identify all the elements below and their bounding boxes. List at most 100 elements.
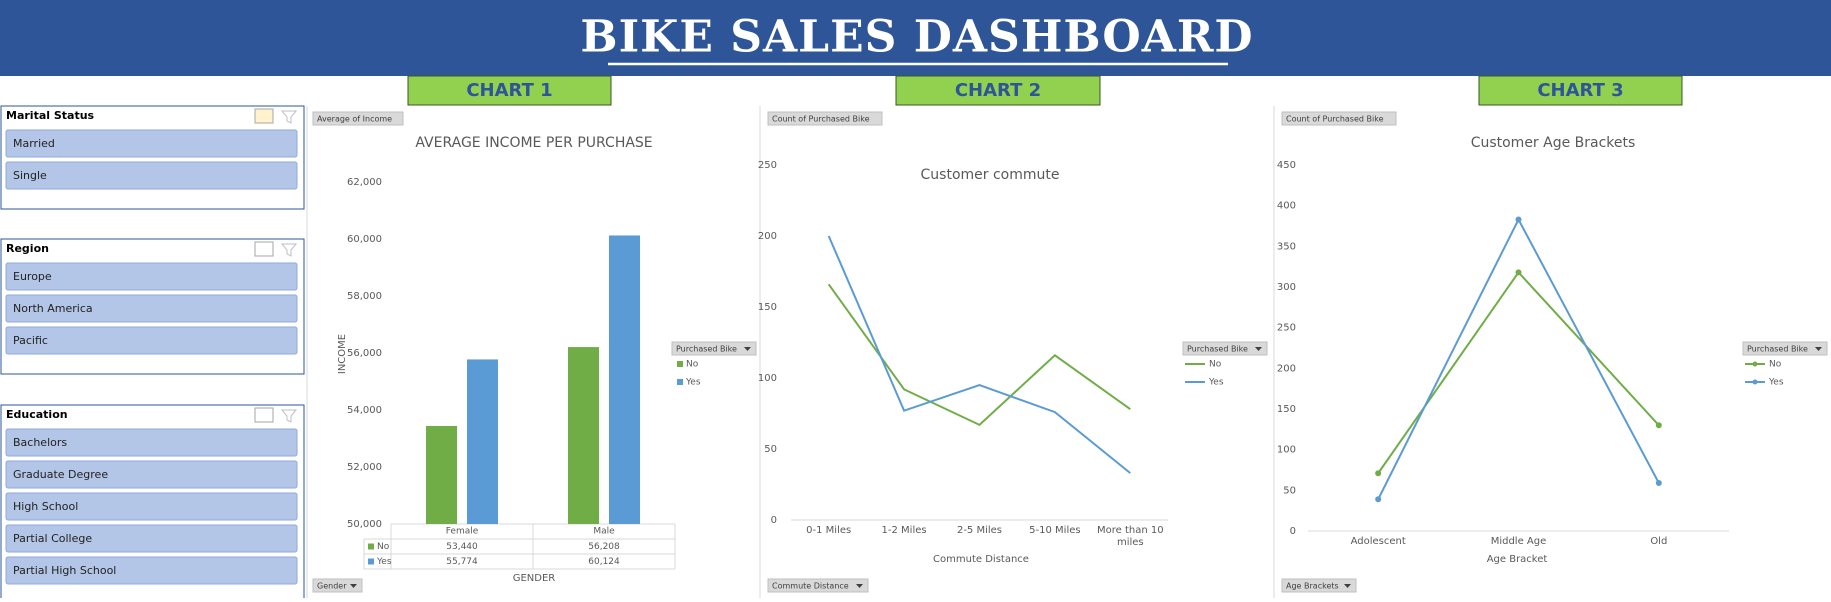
slicer-item[interactable] (5, 460, 298, 489)
y-tick-label: 250 (1277, 323, 1296, 334)
x-tick-label: 0-1 Miles (806, 525, 852, 536)
x-tick-label-box: 0-1 Miles (806, 525, 852, 536)
y-tick-label: 350 (1277, 241, 1296, 252)
legend-label: Yes (685, 378, 701, 388)
legend-title: Purchased Bike (1187, 345, 1248, 354)
field-button[interactable] (1281, 578, 1357, 593)
x-axis-label: Commute Distance (933, 554, 1029, 565)
legend-button[interactable] (1182, 341, 1268, 356)
y-tick-label: 150 (1277, 404, 1296, 415)
slicer-item[interactable] (5, 262, 298, 291)
slicer-item[interactable] (5, 492, 298, 521)
legend-button[interactable] (671, 341, 757, 356)
line (1377, 217, 1660, 500)
x-tick-label: Male (593, 527, 615, 537)
dropdown-arrow (1255, 347, 1262, 351)
y-tick-label: 150 (758, 302, 777, 313)
field-button[interactable] (767, 578, 869, 593)
multi-select-icon[interactable] (254, 108, 274, 124)
slicer-item-label: North America (13, 302, 93, 315)
y-tick-label: 0 (1290, 526, 1296, 537)
y-tick-label: 100 (1277, 445, 1296, 456)
marker (1515, 216, 1522, 223)
y-tick-label: 50,000 (347, 519, 382, 530)
x-tick-label-box: 2-5 Miles (957, 525, 1002, 536)
slicer-item[interactable] (5, 326, 298, 355)
dropdown-arrow (744, 347, 751, 351)
legend-button[interactable] (1742, 341, 1828, 356)
slicer-item-label: Europe (13, 270, 52, 283)
clear-filter-icon[interactable] (280, 409, 298, 423)
y-tick-label: 200 (1277, 363, 1296, 374)
slicer-item-label: Single (13, 169, 47, 182)
slicer-title: Marital Status (6, 109, 95, 122)
legend-title: Purchased Bike (1747, 345, 1808, 354)
x-tick-label: 5-10 Miles (1029, 525, 1081, 536)
legend-label: No (1209, 360, 1222, 370)
y-tick-label: 200 (758, 231, 777, 242)
slicer-item[interactable] (5, 428, 298, 457)
field-button[interactable] (312, 578, 363, 593)
table-row-label: Yes (376, 557, 392, 567)
multi-select-icon[interactable] (254, 407, 274, 423)
x-tick-label-box: Adolescent (1351, 536, 1406, 547)
y-tick-label: 0 (771, 515, 777, 526)
x-tick-label-box: 1-2 Miles (881, 525, 927, 536)
table-value: 56,208 (588, 542, 620, 552)
clear-filter-icon[interactable] (280, 110, 298, 124)
dropdown-arrow (350, 584, 357, 588)
y-tick-label: 250 (758, 160, 777, 171)
y-tick-label: 62,000 (347, 177, 382, 188)
chart-title: Customer Age Brackets (1471, 135, 1636, 151)
slicer-item-label: Married (13, 137, 55, 150)
x-tick-label: 1-2 Miles (881, 525, 927, 536)
x-tick-label-box: More than 10 miles (1097, 525, 1164, 548)
chart-label: CHART 1 (466, 80, 552, 101)
legend-label: Yes (1208, 378, 1224, 388)
y-tick-label: 60,000 (347, 234, 382, 245)
slicer-item[interactable] (5, 161, 298, 190)
x-axis-label: Age Bracket (1487, 554, 1548, 565)
y-axis-label: INCOME (337, 334, 348, 374)
slicer-item-label: Partial College (13, 532, 92, 545)
legend-swatch (677, 379, 683, 385)
slicer-item[interactable] (5, 556, 298, 585)
marker (1375, 470, 1382, 477)
slicer-item[interactable] (5, 294, 298, 323)
field-button-label: Commute Distance (772, 582, 849, 591)
bar (426, 425, 457, 524)
field-button[interactable] (767, 111, 883, 126)
legend-label: No (1769, 360, 1782, 370)
table-value: 55,774 (446, 557, 478, 567)
chart-label-box (1478, 75, 1683, 106)
slicer-item-label: Partial High School (13, 564, 116, 577)
field-button-label: Average of Income (317, 115, 392, 124)
marker (1375, 496, 1382, 503)
table-swatch (368, 558, 374, 565)
slicer-item-label: Pacific (13, 334, 48, 347)
y-tick-label: 100 (758, 373, 777, 384)
bar (467, 359, 498, 524)
field-button[interactable] (1281, 111, 1397, 126)
multi-select-icon[interactable] (254, 241, 274, 257)
legend-swatch (677, 361, 683, 367)
marker (1515, 269, 1522, 276)
y-tick-label: 450 (1277, 160, 1296, 171)
field-button-label: Count of Purchased Bike (772, 115, 870, 124)
line (1377, 270, 1660, 474)
bar (609, 235, 640, 524)
table-row-label: No (377, 542, 390, 552)
clear-filter-icon[interactable] (280, 243, 298, 257)
field-button-label: Count of Purchased Bike (1286, 115, 1384, 124)
slicer-item-label: High School (13, 500, 78, 513)
slicer-item-label: Graduate Degree (13, 468, 108, 481)
y-tick-label: 50 (764, 444, 777, 455)
slicer-item[interactable] (5, 524, 298, 553)
marker (1655, 422, 1662, 429)
legend-marker (1752, 361, 1758, 367)
field-button-label: Gender (317, 582, 347, 591)
slicer-item[interactable] (5, 129, 298, 158)
table-swatch (368, 543, 374, 550)
field-button[interactable] (312, 111, 404, 126)
